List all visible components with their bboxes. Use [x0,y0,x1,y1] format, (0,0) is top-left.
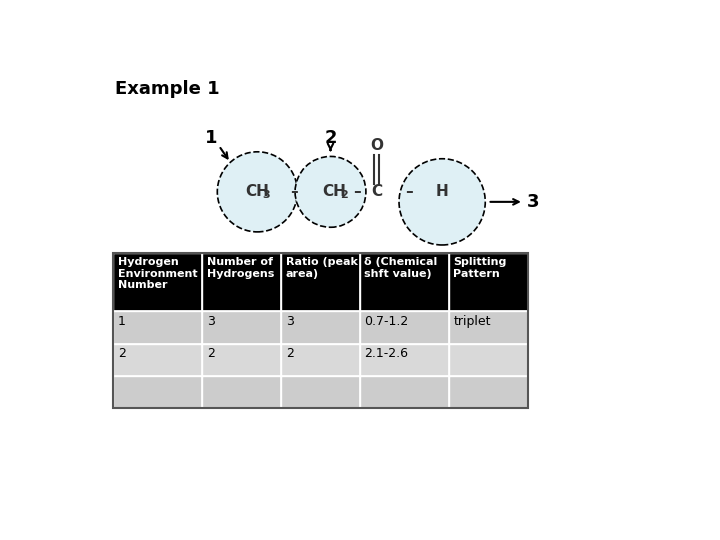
Text: –: – [405,184,413,199]
Text: H: H [436,184,449,199]
Bar [113,311,202,343]
Text: Example 1: Example 1 [115,80,220,98]
Text: –: – [290,184,298,199]
Bar [360,376,449,408]
Text: C: C [371,184,382,199]
Bar [113,253,202,311]
Text: Ratio (peak
area): Ratio (peak area) [286,257,358,279]
Text: 1: 1 [118,315,126,328]
Bar [449,253,528,311]
Circle shape [217,152,297,232]
Text: δ (Chemical
shft value): δ (Chemical shft value) [364,257,438,279]
Text: triplet: triplet [454,315,491,328]
Text: 2: 2 [118,347,126,360]
Text: 3: 3 [286,315,294,328]
Text: 3: 3 [263,190,271,200]
Text: CH: CH [246,184,269,199]
Bar [281,311,360,343]
Text: Number of
Hydrogens: Number of Hydrogens [207,257,274,279]
Text: 2.1-2.6: 2.1-2.6 [364,347,408,360]
Text: Splitting
Pattern: Splitting Pattern [454,257,507,279]
Text: 3: 3 [207,315,215,328]
Bar [202,253,281,311]
Bar [113,376,202,408]
Bar [449,376,528,408]
Bar [113,343,202,376]
Text: 2: 2 [286,347,294,360]
Text: 0.7-1.2: 0.7-1.2 [364,315,409,328]
Bar [360,311,449,343]
Text: 1: 1 [205,129,217,147]
Text: Hydrogen
Environment
Number: Hydrogen Environment Number [118,257,197,291]
Bar [360,343,449,376]
Bar [113,253,528,408]
Text: 3: 3 [527,193,539,211]
Bar [202,376,281,408]
Bar [281,343,360,376]
Text: 2: 2 [207,347,215,360]
Bar [449,343,528,376]
Text: CH: CH [323,184,346,199]
Bar [449,311,528,343]
Bar [360,253,449,311]
Bar [281,253,360,311]
Text: 2: 2 [340,190,348,200]
Bar [202,311,281,343]
Text: –: – [354,184,361,199]
Bar [202,343,281,376]
Text: O: O [370,138,383,153]
Circle shape [295,157,366,227]
Bar [281,376,360,408]
Circle shape [399,159,485,245]
Text: 2: 2 [324,129,337,147]
